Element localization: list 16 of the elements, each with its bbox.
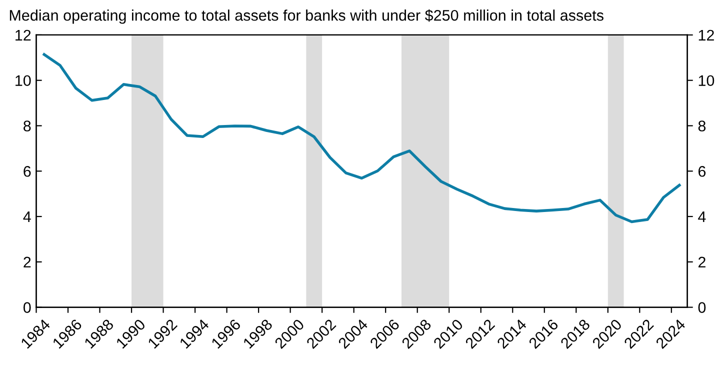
y2-tick-label: 0 [698,302,706,313]
y-tick-label: 2 [24,256,31,268]
y2-tick-label: 4 [698,212,706,222]
y-tick-label: 8 [24,120,31,132]
y-tick-label: 10 [16,75,31,86]
y2-tick-label: 6 [698,166,706,177]
y2-tick-label: 8 [698,120,706,132]
chart-title: Median operating income to total assets for banks with under $250 million in total assets [10,9,604,24]
y-tick-label: 0 [23,302,31,313]
line-series [42,53,681,224]
y-tick-label: 6 [24,166,31,177]
y2-tick-label: 12 [698,30,714,40]
y-tick-label: 12 [16,30,31,40]
y-tick-label: 4 [23,212,31,222]
y2-tick-label: 10 [698,75,714,86]
y2-tick-label: 2 [698,256,706,268]
